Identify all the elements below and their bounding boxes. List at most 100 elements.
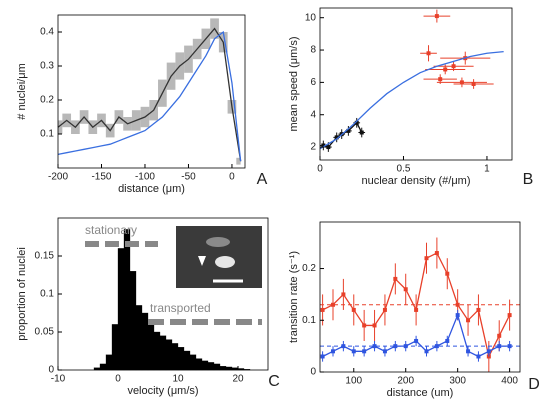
y-tick-label: 2: [310, 142, 316, 153]
point: [362, 349, 367, 354]
y-tick-label: 0.15: [35, 251, 55, 262]
point: [466, 318, 471, 323]
point: [434, 14, 439, 19]
plot-frame: [319, 221, 521, 373]
panel: [320, 237, 520, 372]
point: [455, 302, 460, 307]
y-tick-label: 0: [310, 367, 316, 378]
y-tick-label: 8: [310, 45, 316, 56]
histogram-bar: [117, 248, 125, 371]
point: [334, 135, 339, 140]
histogram-bar: [183, 350, 191, 371]
y-tick-label: 0.1: [40, 289, 54, 300]
point: [443, 67, 448, 72]
x-tick-label: -50: [181, 172, 196, 183]
inset-image: [176, 226, 262, 288]
histogram-bar: [135, 305, 143, 371]
point: [434, 251, 439, 256]
inset-nucleus: [215, 256, 235, 268]
y-tick-label: 0.2: [302, 263, 316, 274]
point: [424, 349, 429, 354]
x-tick-label: 0.5: [397, 164, 411, 175]
inset-background: [176, 226, 262, 288]
point: [354, 120, 359, 125]
point: [455, 313, 460, 318]
point: [382, 349, 387, 354]
y-tick-label: 0.3: [40, 61, 54, 72]
point: [497, 344, 502, 349]
x-tick-label: 20: [232, 374, 244, 385]
point: [362, 323, 367, 328]
panel-label: C: [268, 373, 280, 390]
y-tick-label: 0.05: [35, 327, 55, 338]
point: [445, 271, 450, 276]
point: [372, 344, 377, 349]
x-axis-label: distance (μm): [118, 183, 185, 195]
y-tick-label: 0: [48, 365, 54, 376]
error-band: [236, 157, 241, 165]
annotation: stationary: [85, 223, 137, 237]
panel: [319, 9, 504, 152]
inset-arrow: [198, 256, 206, 266]
x-tick-label: -150: [91, 172, 111, 183]
y-tick-label: 0.4: [40, 27, 54, 38]
panel-axes: -200 -150 -100 -50 0 0.1 0.2 0.3 0.4 distance (μm…: [16, 14, 268, 195]
series-line: [319, 51, 504, 150]
panel: [93, 229, 251, 371]
histogram-bar: [195, 358, 203, 371]
x-tick-label: 0: [115, 374, 121, 385]
point: [426, 51, 431, 56]
panel-axes: 100 200 300 400 0 0.1 0.2 distance (um) transiti…: [288, 221, 540, 399]
histogram-bar: [219, 366, 227, 371]
point: [372, 323, 377, 328]
histogram-bar: [105, 354, 113, 371]
y-tick-label: 0.2: [40, 95, 54, 106]
panel-axes: 0 0.5 1 2 4 6 8 10 nuclear density (#/μm) mean sp…: [288, 7, 533, 188]
x-tick-label: -10: [51, 374, 66, 385]
histogram-bar: [129, 271, 137, 371]
histogram-bar: [111, 324, 119, 371]
panel: [57, 18, 242, 165]
point: [486, 349, 491, 354]
panel-label: D: [528, 376, 540, 393]
x-tick-label: -100: [135, 172, 155, 183]
histogram-bar: [207, 362, 215, 371]
point: [476, 307, 481, 312]
point: [476, 354, 481, 359]
error-band: [58, 120, 63, 134]
histogram-bar: [213, 363, 221, 371]
annotation: transported: [150, 301, 211, 315]
histogram-bar: [159, 335, 167, 371]
y-tick-label: 4: [310, 109, 316, 120]
x-tick-label: 0: [229, 172, 235, 183]
point: [341, 344, 346, 349]
histogram-bar: [189, 354, 197, 371]
histogram-bar: [99, 363, 107, 371]
y-axis-label: # nuclei/μm: [16, 63, 28, 119]
histogram-bar: [147, 324, 155, 371]
histogram-bar: [123, 229, 131, 371]
x-tick-label: 100: [345, 376, 362, 387]
x-axis-label: velocity (μm/s): [127, 385, 198, 397]
point: [321, 143, 326, 148]
plot-frame: [57, 14, 246, 169]
point: [403, 287, 408, 292]
x-tick-label: 300: [449, 376, 466, 387]
histogram-bar: [225, 366, 233, 371]
point: [320, 307, 325, 312]
x-axis-label: nuclear density (#/μm): [361, 175, 470, 187]
y-axis-label: mean speed (μm/s): [288, 37, 300, 132]
point: [451, 64, 456, 69]
point: [459, 80, 464, 85]
series-line: [57, 30, 242, 162]
y-tick-label: 0.1: [40, 129, 54, 140]
point: [438, 77, 443, 82]
point: [351, 307, 356, 312]
point: [507, 344, 512, 349]
histogram-bar: [171, 343, 179, 371]
histogram-bar: [177, 347, 185, 371]
point: [351, 349, 356, 354]
plot-frame: [319, 7, 513, 161]
